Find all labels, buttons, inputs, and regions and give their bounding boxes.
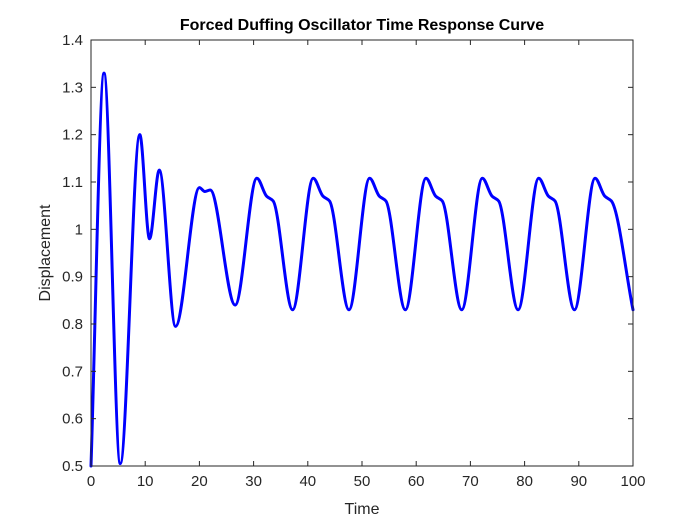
x-tick-label: 90 [570,473,587,490]
x-tick-label: 60 [408,473,425,490]
displacement-series-line [89,71,635,468]
y-tick-label: 0.5 [62,458,83,475]
y-tick-label: 1.1 [62,174,83,191]
x-tick-label: 10 [137,473,154,490]
y-tick-label: 1.3 [62,79,83,96]
y-tick-label: 0.9 [62,269,83,286]
y-tick-label: 1.2 [62,127,83,144]
x-tick-label: 50 [354,473,371,490]
y-tick-label: 0.7 [62,363,83,380]
y-tick-label: 1.4 [62,32,83,49]
y-tick-label: 1 [75,221,83,238]
y-tick-label: 0.8 [62,316,83,333]
chart-title: Forced Duffing Oscillator Time Response … [180,17,544,34]
x-axis-label: Time [345,501,380,518]
x-tick-label: 20 [191,473,208,490]
x-tick-label: 80 [516,473,533,490]
x-tick-label: 70 [462,473,479,490]
ticks-layer: 0 10 20 30 40 50 60 70 80 90 100 0.5 0.6 0.7 0.8 0.9 1 1.… [62,32,645,490]
plot-area [91,40,633,466]
data-layer [89,71,635,468]
x-tick-label: 40 [299,473,316,490]
y-tick-label: 0.6 [62,411,83,428]
x-tick-label: 0 [87,473,95,490]
y-axis-label: Displacement [37,204,54,301]
x-tick-label: 100 [620,473,645,490]
x-tick-label: 30 [245,473,262,490]
